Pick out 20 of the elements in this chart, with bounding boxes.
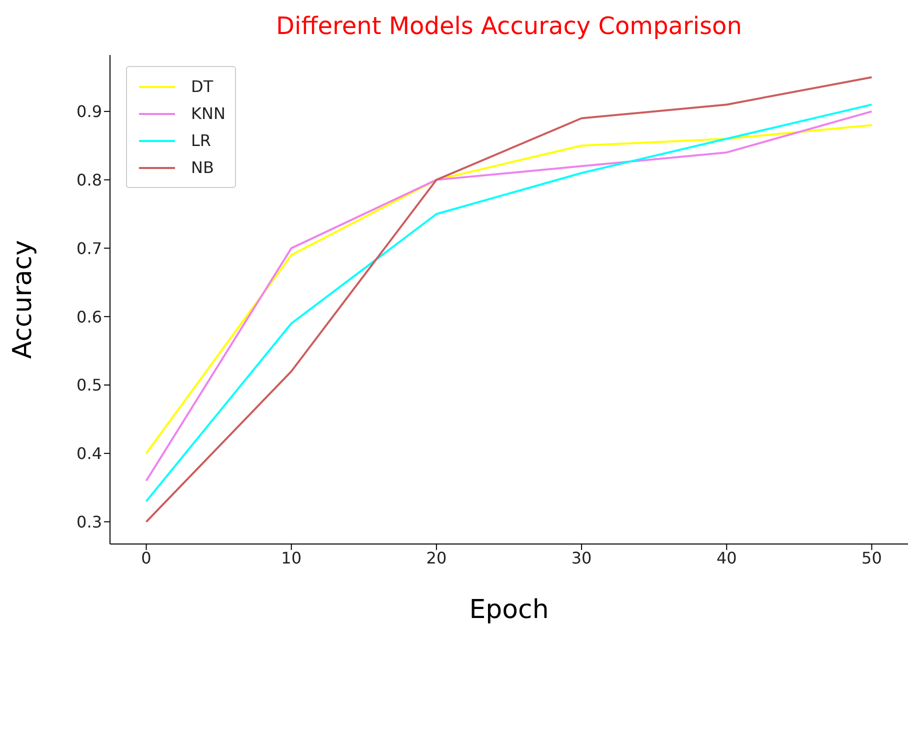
x-tick-label: 10 [281,548,302,568]
legend-label: NB [191,158,214,177]
x-axis-title: Epoch [469,595,549,625]
y-tick-label: 0.9 [76,102,102,122]
y-tick-label: 0.5 [76,376,102,395]
y-tick-label: 0.8 [76,170,102,190]
legend-label: DT [191,77,214,96]
y-tick-label: 0.3 [76,512,102,532]
y-axis-title: Accuracy [8,240,38,359]
x-tick-label: 40 [716,548,737,568]
x-tick-label: 0 [141,548,152,568]
y-tick-label: 0.4 [76,444,102,464]
y-tick-label: 0.6 [76,307,102,326]
legend-label: LR [191,131,212,150]
y-tick-label: 0.7 [76,238,102,258]
x-tick-label: 20 [426,548,447,568]
x-tick-label: 50 [862,548,882,568]
legend-label: KNN [191,104,226,123]
x-tick-label: 30 [571,548,592,568]
chart-title: Different Models Accuracy Comparison [275,12,743,40]
